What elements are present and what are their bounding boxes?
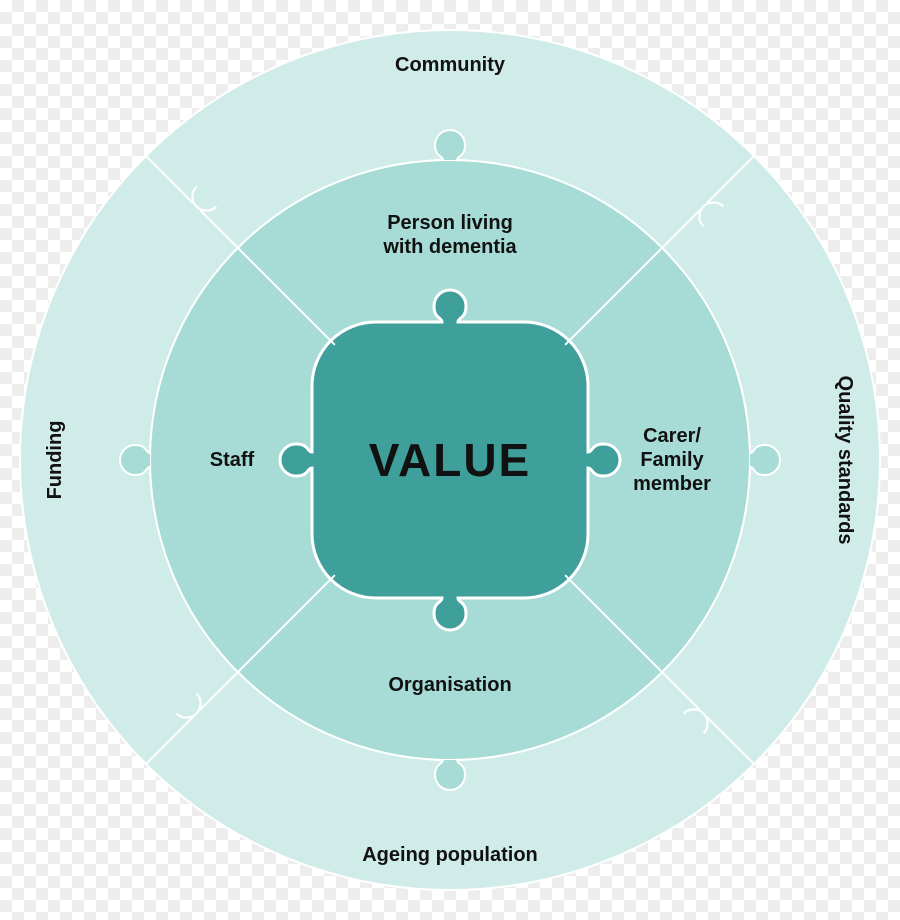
outer-segment-label: Ageing population [362, 843, 538, 867]
middle-segment-label: Person living with dementia [383, 211, 516, 259]
center-label: VALUE [369, 433, 532, 487]
outer-segment-label: Funding [43, 421, 67, 500]
middle-segment-label: Organisation [388, 673, 511, 697]
middle-segment-label: Carer/ Family member [633, 424, 711, 496]
middle-segment-label: Staff [210, 448, 254, 472]
outer-segment-label: Quality standards [833, 376, 857, 545]
outer-segment-label: Community [395, 53, 505, 77]
diagram-canvas: VALUE Person living with dementia Carer/… [0, 0, 900, 920]
